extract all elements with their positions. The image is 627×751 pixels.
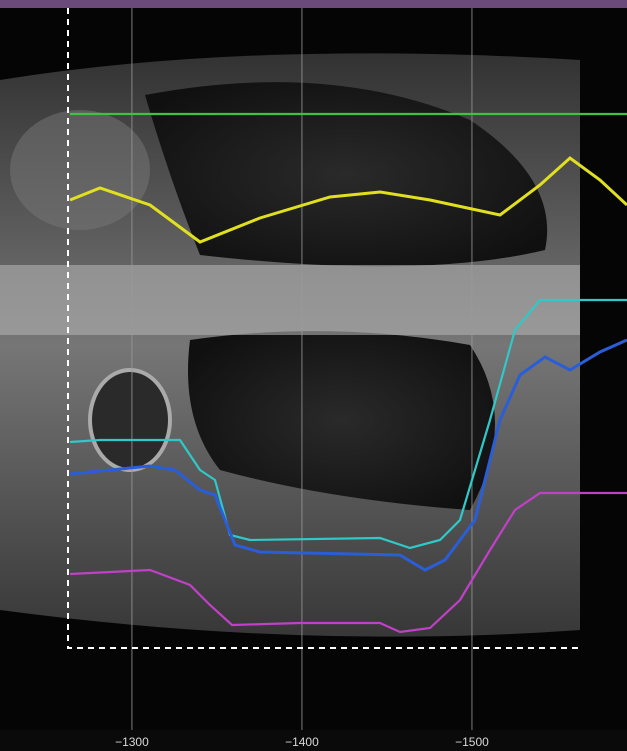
trace-cyan xyxy=(69,298,627,550)
x-tick-label: −1400 xyxy=(285,735,319,749)
axis-strip xyxy=(0,730,627,751)
xray-image xyxy=(0,53,580,637)
x-axis: −1300 −1400 −1500 xyxy=(115,735,489,749)
grid xyxy=(131,8,473,730)
traces xyxy=(69,112,627,634)
roi-box xyxy=(67,8,580,649)
trace-magenta xyxy=(69,491,627,634)
trace-blue xyxy=(69,338,627,572)
top-bar xyxy=(0,0,627,8)
x-tick-label: −1300 xyxy=(115,735,149,749)
x-tick-label: −1500 xyxy=(455,735,489,749)
trace-yellow xyxy=(69,156,627,244)
